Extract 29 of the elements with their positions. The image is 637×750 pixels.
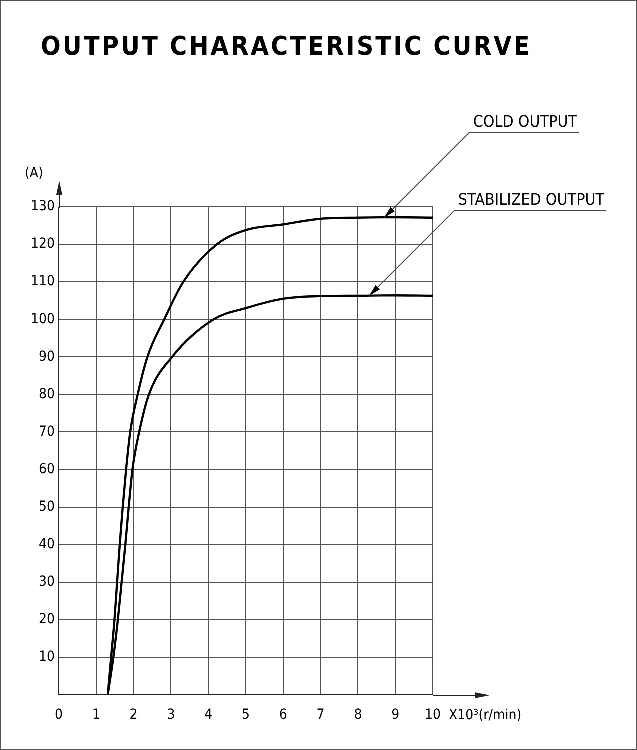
x-tick-label: 1 — [92, 707, 100, 724]
x-tick-label: 4 — [204, 707, 213, 724]
annotation: COLD OUTPUT — [473, 112, 578, 131]
y-tick-label: 130 — [30, 198, 55, 215]
y-tick-label: 100 — [30, 311, 55, 328]
x-tick-label: 5 — [242, 707, 250, 724]
x-axis-title: X10³(r/min) — [449, 708, 522, 724]
x-tick-label: 10 — [424, 707, 442, 724]
annotation: STABILIZED OUTPUT — [458, 190, 605, 209]
y-tick-label: 40 — [38, 536, 55, 552]
x-tick-label: 6 — [279, 707, 288, 724]
y-tick-label: 120 — [30, 236, 55, 252]
x-tick-label: 0 — [54, 707, 64, 724]
y-tick-label: 80 — [38, 386, 55, 402]
y-tick-label: 110 — [30, 274, 55, 290]
y-tick-label: 70 — [38, 424, 55, 440]
x-tick-label: 7 — [316, 707, 325, 724]
y-tick-label: 20 — [38, 612, 55, 628]
y-tick-label: 60 — [38, 461, 55, 478]
y-axis-title: (A) — [25, 166, 44, 182]
y-tick-label: 50 — [38, 498, 55, 515]
x-tick-label: 3 — [167, 707, 176, 724]
x-tick-label: 8 — [354, 707, 362, 724]
chart-title: OUTPUT CHARACTERISTIC CURVE — [41, 32, 532, 62]
x-tick-label: 2 — [130, 707, 138, 724]
y-tick-label: 30 — [38, 574, 55, 590]
y-tick-label: 10 — [38, 649, 55, 666]
x-tick-label: 9 — [392, 707, 400, 724]
y-tick-label: 90 — [38, 348, 55, 365]
